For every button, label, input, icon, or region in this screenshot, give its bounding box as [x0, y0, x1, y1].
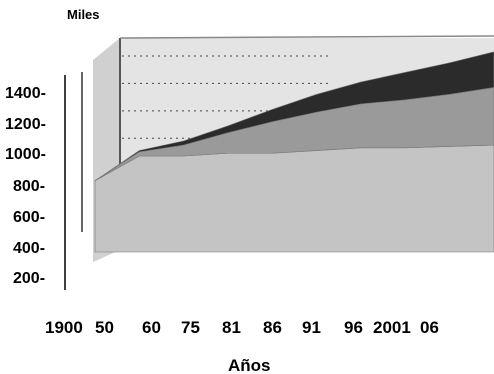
x-tick-label: 91 — [302, 318, 321, 337]
y-tick-label: 200- — [13, 270, 45, 287]
x-tick-label: 2001 — [373, 318, 411, 337]
x-tick-label: 06 — [420, 318, 439, 337]
y-tick-label: 600- — [13, 209, 45, 226]
x-tick-labels: 1900 50 60 75 81 86 91 96 2001 06 — [45, 318, 439, 337]
x-tick-label: 96 — [344, 318, 363, 337]
x-tick-label: 60 — [142, 318, 161, 337]
y-tick-label: 400- — [13, 240, 45, 257]
x-tick-label: 86 — [263, 318, 282, 337]
x-tick-label: 81 — [222, 318, 241, 337]
area-series-group — [94, 51, 494, 253]
area-series-1 — [94, 144, 494, 253]
y-tick-label: 800- — [13, 178, 45, 195]
x-tick-label: 50 — [95, 318, 114, 337]
y-tick-label: 1400- — [5, 85, 46, 102]
y-tick-label: 1000- — [5, 146, 46, 163]
x-axis-label: Años — [228, 356, 271, 374]
y-tick-labels: 1400- 1200- 1000- 800- 600- 400- 200- — [5, 85, 46, 287]
x-tick-label: 1900 — [45, 318, 83, 337]
x-tick-label: 75 — [181, 318, 200, 337]
chart-top-edge — [119, 35, 494, 39]
area-series-3 — [94, 51, 494, 181]
y-tick-label: 1200- — [5, 116, 46, 133]
y-axis-label: Miles — [67, 7, 100, 22]
